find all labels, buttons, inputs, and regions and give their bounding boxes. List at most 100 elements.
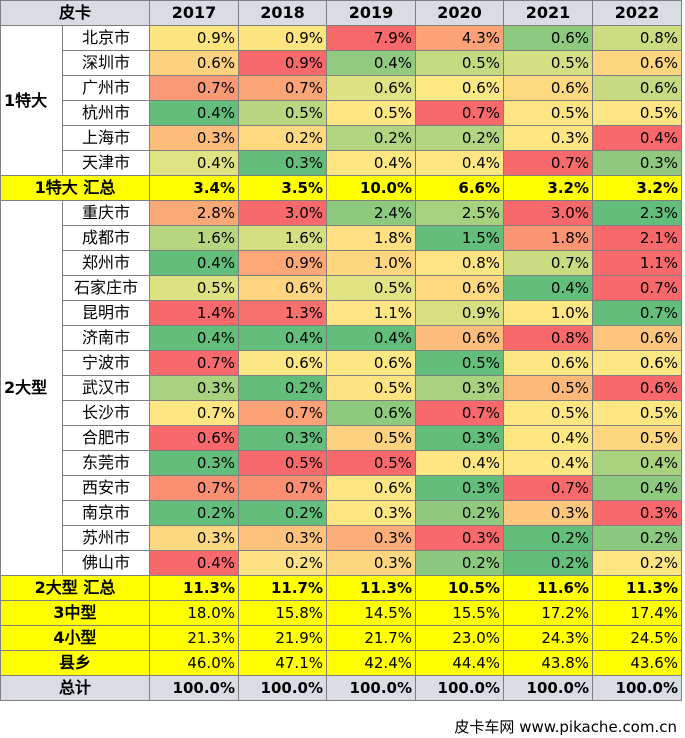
summary-value: 46.0% <box>149 650 239 676</box>
city-name: 石家庄市 <box>62 275 150 301</box>
value-cell: 0.8% <box>415 250 504 276</box>
value-cell: 1.3% <box>238 300 327 326</box>
value-cell: 0.7% <box>503 150 593 176</box>
value-cell: 0.4% <box>149 100 239 126</box>
value-cell: 1.4% <box>149 300 239 326</box>
table-row: 石家庄市 0.5% 0.6% 0.5% 0.6% 0.4% 0.7% <box>1 275 682 301</box>
value-cell: 0.7% <box>592 300 682 326</box>
subtotal-value: 6.6% <box>415 175 504 201</box>
value-cell: 0.5% <box>592 425 682 451</box>
subtotal-value: 11.3% <box>592 575 682 601</box>
city-name: 苏州市 <box>62 525 150 551</box>
value-cell: 0.9% <box>415 300 504 326</box>
subtotal-value: 11.7% <box>238 575 327 601</box>
value-cell: 0.6% <box>326 75 416 101</box>
total-value: 100.0% <box>149 675 239 701</box>
value-cell: 0.6% <box>326 350 416 376</box>
value-cell: 0.9% <box>238 50 327 76</box>
subtotal-row: 2大型 汇总 11.3% 11.7% 11.3% 10.5% 11.6% 11.3% <box>0 575 682 601</box>
city-name: 武汉市 <box>62 375 150 401</box>
value-cell: 0.3% <box>326 550 416 576</box>
table-row: 杭州市 0.4% 0.5% 0.5% 0.7% 0.5% 0.5% <box>1 100 682 126</box>
value-cell: 7.9% <box>326 25 416 51</box>
city-name: 东莞市 <box>62 450 150 476</box>
value-cell: 0.7% <box>415 400 504 426</box>
value-cell: 0.6% <box>415 75 504 101</box>
value-cell: 0.7% <box>238 475 327 501</box>
value-cell: 0.3% <box>149 125 239 151</box>
value-cell: 0.4% <box>592 475 682 501</box>
city-name: 广州市 <box>62 75 150 101</box>
summary-value: 43.8% <box>503 650 593 676</box>
summary-value: 21.9% <box>238 625 327 651</box>
value-cell: 0.2% <box>238 125 327 151</box>
value-cell: 0.9% <box>238 25 327 51</box>
value-cell: 0.9% <box>149 25 239 51</box>
value-cell: 0.5% <box>326 100 416 126</box>
city-name: 上海市 <box>62 125 150 151</box>
value-cell: 0.5% <box>326 275 416 301</box>
city-name: 南京市 <box>62 500 150 526</box>
value-cell: 1.6% <box>238 225 327 251</box>
value-cell: 0.4% <box>149 550 239 576</box>
table-row: 深圳市 0.6% 0.9% 0.4% 0.5% 0.5% 0.6% <box>1 50 682 76</box>
total-value: 100.0% <box>503 675 593 701</box>
table-row: 2大型 重庆市 2.8% 3.0% 2.4% 2.5% 3.0% 2.3% <box>0 200 682 576</box>
value-cell: 0.5% <box>503 400 593 426</box>
table-row: 天津市 0.4% 0.3% 0.4% 0.4% 0.7% 0.3% <box>1 150 682 176</box>
value-cell: 0.5% <box>592 400 682 426</box>
subtotal-value: 10.5% <box>415 575 504 601</box>
value-cell: 0.3% <box>326 500 416 526</box>
table-row: 佛山市 0.4% 0.2% 0.3% 0.2% 0.2% 0.2% <box>1 550 682 576</box>
value-cell: 0.3% <box>503 125 593 151</box>
value-cell: 0.8% <box>503 325 593 351</box>
value-cell: 0.4% <box>415 150 504 176</box>
city-name: 北京市 <box>62 25 150 51</box>
value-cell: 0.5% <box>503 100 593 126</box>
value-cell: 0.2% <box>238 375 327 401</box>
value-cell: 0.7% <box>149 400 239 426</box>
group-label: 2大型 <box>0 200 63 576</box>
total-value: 100.0% <box>238 675 327 701</box>
value-cell: 0.8% <box>592 25 682 51</box>
value-cell: 1.8% <box>326 225 416 251</box>
value-cell: 0.4% <box>149 250 239 276</box>
subtotal-value: 3.2% <box>503 175 593 201</box>
value-cell: 0.2% <box>238 550 327 576</box>
value-cell: 4.3% <box>415 25 504 51</box>
summary-row: 县乡 46.0% 47.1% 42.4% 44.4% 43.8% 43.6% <box>0 650 682 676</box>
value-cell: 0.2% <box>415 500 504 526</box>
table-row: 合肥市 0.6% 0.3% 0.5% 0.3% 0.4% 0.5% <box>1 425 682 451</box>
value-cell: 0.6% <box>592 375 682 401</box>
year-header: 2020 <box>415 0 504 26</box>
summary-value: 18.0% <box>149 600 239 626</box>
value-cell: 0.5% <box>326 450 416 476</box>
value-cell: 0.5% <box>415 50 504 76</box>
table-row: 郑州市 0.4% 0.9% 1.0% 0.8% 0.7% 1.1% <box>1 250 682 276</box>
value-cell: 0.6% <box>238 275 327 301</box>
total-row: 总计 100.0% 100.0% 100.0% 100.0% 100.0% 100.0% <box>0 675 682 701</box>
table-row: 上海市 0.3% 0.2% 0.2% 0.2% 0.3% 0.4% <box>1 125 682 151</box>
summary-value: 43.6% <box>592 650 682 676</box>
value-cell: 0.3% <box>149 375 239 401</box>
value-cell: 1.0% <box>503 300 593 326</box>
total-label: 总计 <box>0 675 150 701</box>
value-cell: 0.7% <box>592 275 682 301</box>
summary-label: 4小型 <box>0 625 150 651</box>
value-cell: 0.4% <box>326 325 416 351</box>
total-value: 100.0% <box>326 675 416 701</box>
table-row: 武汉市 0.3% 0.2% 0.5% 0.3% 0.5% 0.6% <box>1 375 682 401</box>
city-name: 宁波市 <box>62 350 150 376</box>
value-cell: 0.3% <box>238 525 327 551</box>
year-header: 2017 <box>149 0 239 26</box>
value-cell: 1.1% <box>326 300 416 326</box>
city-name: 西安市 <box>62 475 150 501</box>
summary-value: 21.7% <box>326 625 416 651</box>
value-cell: 0.7% <box>503 250 593 276</box>
value-cell: 2.5% <box>415 200 504 226</box>
total-value: 100.0% <box>592 675 682 701</box>
value-cell: 0.4% <box>503 275 593 301</box>
table-row: 西安市 0.7% 0.7% 0.6% 0.3% 0.7% 0.4% <box>1 475 682 501</box>
city-name: 长沙市 <box>62 400 150 426</box>
summary-label: 3中型 <box>0 600 150 626</box>
